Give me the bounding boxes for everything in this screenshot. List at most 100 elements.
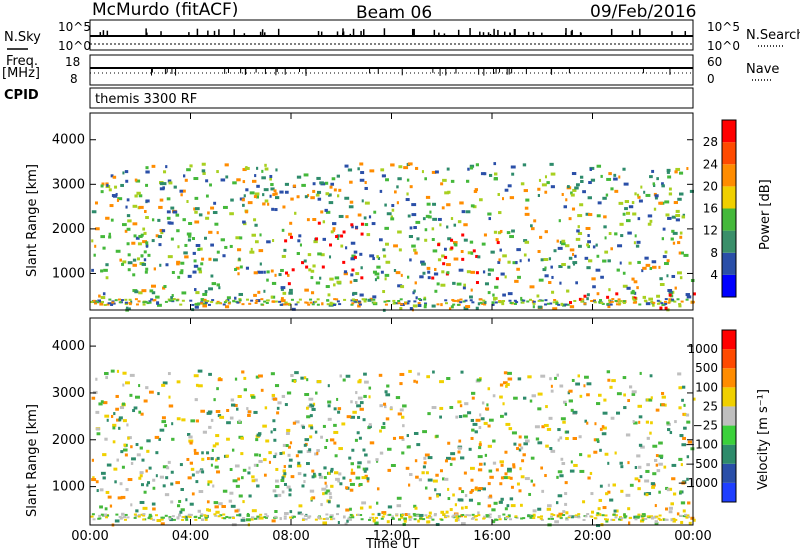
velocity-region-cell: [330, 467, 334, 471]
velocity-ground-cell: [161, 516, 165, 519]
velocity-region-cell: [365, 467, 369, 471]
velocity-cell: [602, 426, 607, 430]
velocity-cell: [119, 482, 123, 486]
power-cell: [509, 196, 515, 200]
power-ground-cell: [513, 299, 517, 302]
power-cell: [575, 183, 580, 187]
velocity-cell: [216, 387, 219, 391]
power-cell: [413, 289, 416, 293]
velocity-ground-cell: [168, 517, 172, 520]
power-ground-cell: [153, 299, 157, 302]
velocity-cell: [237, 477, 241, 481]
power-cell: [530, 224, 533, 228]
power-cell: [462, 286, 466, 290]
velocity-ground-cell: [213, 513, 217, 516]
velocity-cell: [601, 432, 607, 436]
velocity-cell: [130, 503, 133, 507]
velocity-cell: [234, 464, 240, 468]
power-cell: [166, 210, 171, 214]
velocity-ground-cell: [314, 518, 318, 521]
power-cell: [431, 304, 436, 308]
power-region-cell: [633, 296, 637, 300]
velocity-cell: [478, 487, 484, 491]
date-title: 09/Feb/2016: [590, 2, 697, 22]
power-cell: [652, 303, 655, 307]
velocity-cell: [104, 437, 108, 441]
velocity-ground-cell: [474, 518, 478, 521]
velocity-region-cell: [422, 465, 426, 469]
velocity-region-cell: [308, 448, 312, 452]
power-cell: [651, 260, 657, 264]
power-region-cell: [578, 297, 582, 301]
velocity-ground-cell: [325, 513, 329, 516]
velocity-ytick-label: 1000: [52, 480, 85, 495]
power-cell: [575, 237, 581, 241]
velocity-cell: [215, 458, 218, 462]
power-cell: [360, 266, 363, 270]
power-cell: [652, 182, 656, 186]
velocity-cell: [342, 378, 346, 382]
power-cell: [603, 225, 607, 229]
velocity-ground-cell: [640, 515, 644, 518]
velocity-cell: [336, 397, 339, 401]
velocity-cell: [483, 462, 486, 466]
velocity-cell: [210, 418, 214, 422]
power-cell: [109, 204, 114, 208]
power-cell: [494, 285, 499, 289]
velocity-cell: [316, 449, 320, 453]
power-cell: [661, 237, 665, 241]
velocity-cell: [596, 524, 601, 528]
power-cell: [203, 299, 207, 303]
x-axis-label: Time UT: [366, 537, 420, 552]
velocity-cell: [189, 502, 194, 506]
power-cell: [222, 254, 226, 258]
velocity-cell: [285, 431, 290, 435]
power-region-cell: [304, 195, 308, 199]
velocity-cell: [333, 430, 339, 434]
velocity-cell: [238, 513, 242, 517]
velocity-cell: [417, 519, 420, 523]
velocity-cell: [631, 390, 637, 394]
velocity-ylabel: Slant Range [km]: [25, 404, 40, 517]
velocity-cell: [384, 390, 388, 394]
velocity-region-cell: [148, 466, 152, 470]
velocity-region-cell: [457, 450, 461, 454]
power-cell: [628, 205, 634, 209]
power-ground-cell: [638, 303, 642, 306]
velocity-ground-cell: [540, 515, 544, 518]
velocity-cell: [238, 494, 243, 498]
velocity-region-cell: [276, 411, 280, 415]
velocity-cell: [524, 439, 530, 443]
velocity-region-cell: [323, 476, 327, 480]
power-cell: [440, 303, 443, 307]
power-ground-cell: [114, 299, 118, 302]
power-cell: [658, 265, 661, 269]
velocity-cell: [586, 382, 592, 386]
velocity-cell: [572, 410, 578, 414]
velocity-cell: [376, 487, 380, 491]
power-ground-cell: [148, 301, 152, 304]
power-cell: [350, 273, 354, 277]
power-ytick-label: 2000: [52, 222, 85, 237]
power-cell: [423, 296, 427, 300]
power-ground-cell: [117, 298, 121, 301]
nsky-top: 10^5: [58, 20, 91, 34]
velocity-cell: [643, 492, 647, 496]
velocity-cell: [272, 397, 278, 401]
power-ground-cell: [491, 303, 495, 306]
velocity-cell: [654, 522, 659, 526]
power-cell: [263, 270, 266, 274]
velocity-cell: [322, 492, 325, 496]
velocity-cell: [502, 402, 505, 406]
velocity-cell: [290, 475, 295, 479]
velocity-cell: [235, 484, 240, 488]
power-colorbar-frame: [721, 119, 737, 298]
velocity-cell: [439, 380, 444, 384]
velocity-cell: [436, 494, 439, 498]
velocity-plot-bg: [90, 318, 693, 525]
velocity-cell: [530, 479, 533, 483]
velocity-cell: [121, 402, 126, 406]
velocity-ground-cell: [217, 515, 221, 518]
velocity-cell: [333, 423, 337, 427]
power-region-cell: [321, 265, 325, 269]
